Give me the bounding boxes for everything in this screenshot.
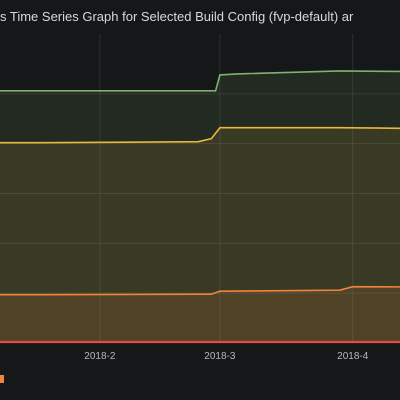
x-tick-label: 2018-3: [204, 351, 236, 362]
series-area-0: [0, 70, 400, 343]
series-area-1: [0, 127, 400, 343]
series-line-1: [0, 126, 400, 144]
panel-title: s Time Series Graph for Selected Build C…: [0, 9, 354, 24]
x-tick-label: 2018-2: [84, 351, 116, 362]
series-line-0: [0, 70, 400, 92]
series-line-2: [0, 285, 400, 296]
legend-series-marker[interactable]: [0, 375, 4, 383]
series-area-2: [0, 286, 400, 343]
x-tick-label: 2018-4: [337, 351, 369, 362]
